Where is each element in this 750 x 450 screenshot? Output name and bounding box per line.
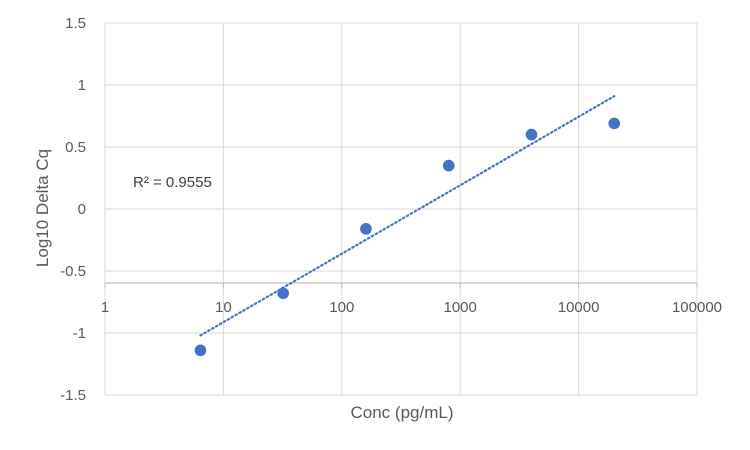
data-points <box>194 117 621 357</box>
y-tick-label: -1.5 <box>60 387 86 404</box>
data-point <box>360 223 372 235</box>
data-point <box>525 128 538 141</box>
grid <box>104 22 698 396</box>
r-squared-annotation: R² = 0.9555 <box>133 174 212 191</box>
trendline <box>199 95 616 337</box>
x-tick-label: 10000 <box>558 299 600 316</box>
y-tick-label: 1 <box>78 77 86 94</box>
x-tick-label: 100 <box>329 299 354 316</box>
x-tick-label: 10 <box>215 299 232 316</box>
y-tick-labels: 1.5 1 0.5 0 -0.5 -1 -1.5 <box>60 15 86 404</box>
x-tick-label: 100000 <box>672 299 722 316</box>
trendline-group <box>199 95 616 337</box>
x-axis-title: Conc (pg/mL) <box>351 403 454 422</box>
y-tick-label: -0.5 <box>60 263 86 280</box>
data-point <box>277 287 290 300</box>
data-point <box>608 117 621 130</box>
data-point <box>442 159 455 172</box>
x-tick-labels: 1 10 100 1000 10000 100000 <box>101 299 722 316</box>
y-tick-label: 1.5 <box>65 15 86 32</box>
x-tick-label: 1000 <box>444 299 477 316</box>
y-tick-label: 0 <box>78 201 86 218</box>
y-tick-label: -1 <box>73 325 86 342</box>
data-point <box>194 344 207 357</box>
y-axis-title: Log10 Delta Cq <box>33 149 52 267</box>
x-tick-label: 1 <box>101 299 109 316</box>
y-tick-label: 0.5 <box>65 139 86 156</box>
axes <box>104 23 698 395</box>
